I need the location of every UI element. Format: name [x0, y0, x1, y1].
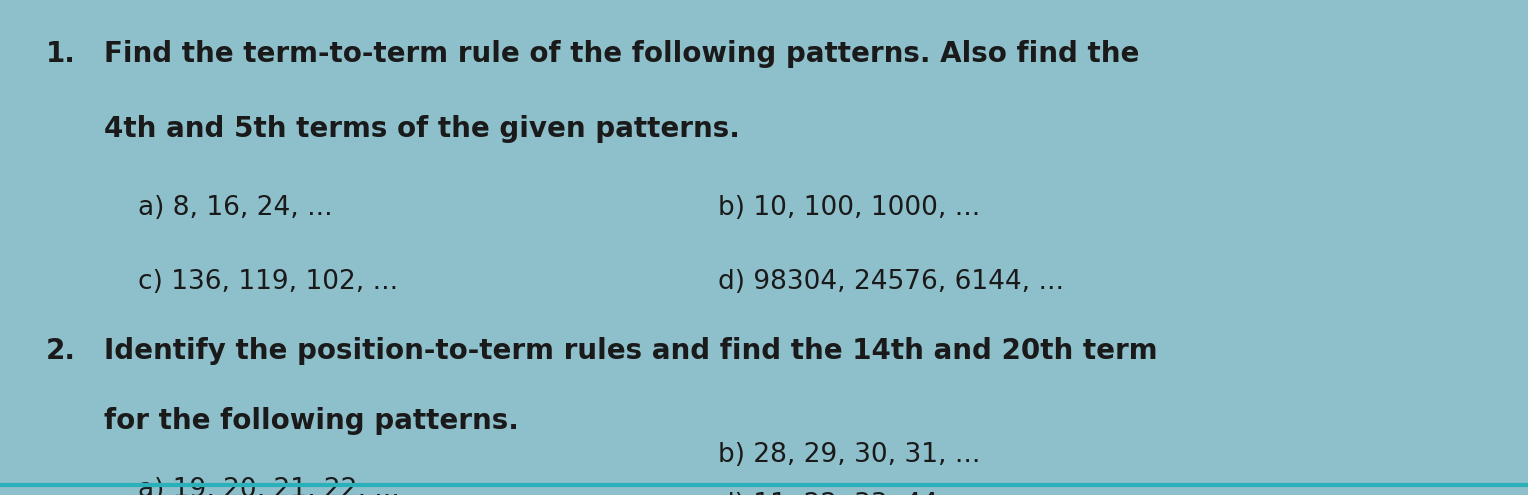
- Text: Find the term-to-term rule of the following patterns. Also find the: Find the term-to-term rule of the follow…: [104, 41, 1140, 68]
- Text: d) 11, 22, 33, 44, ...: d) 11, 22, 33, 44, ...: [718, 492, 981, 495]
- Text: a) 8, 16, 24, ...: a) 8, 16, 24, ...: [138, 195, 332, 221]
- Text: 4th and 5th terms of the given patterns.: 4th and 5th terms of the given patterns.: [104, 115, 740, 143]
- Text: b) 28, 29, 30, 31, ...: b) 28, 29, 30, 31, ...: [718, 443, 981, 468]
- Text: d) 98304, 24576, 6144, ...: d) 98304, 24576, 6144, ...: [718, 269, 1063, 295]
- Text: b) 10, 100, 1000, ...: b) 10, 100, 1000, ...: [718, 195, 981, 221]
- Text: a) 19, 20, 21, 22, ...: a) 19, 20, 21, 22, ...: [138, 477, 399, 495]
- Text: 1.: 1.: [46, 41, 76, 68]
- Text: for the following patterns.: for the following patterns.: [104, 407, 520, 435]
- Text: c) 136, 119, 102, ...: c) 136, 119, 102, ...: [138, 269, 397, 295]
- Text: 2.: 2.: [46, 338, 76, 365]
- Text: Identify the position-to-term rules and find the 14th and 20th term: Identify the position-to-term rules and …: [104, 338, 1158, 365]
